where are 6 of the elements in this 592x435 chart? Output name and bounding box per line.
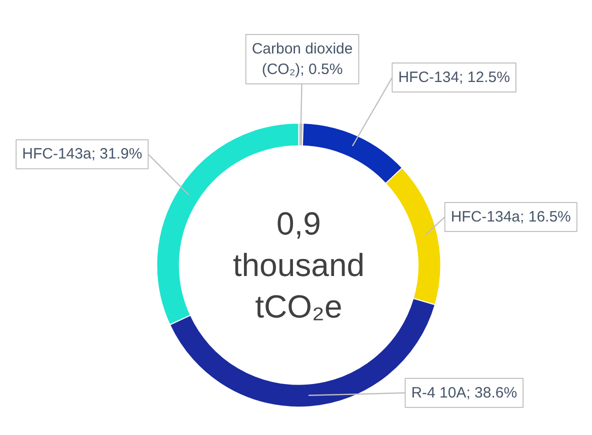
slice-label: R-4 10A; 38.6% — [411, 384, 518, 402]
slice-label: HFC-134a; 16.5% — [450, 208, 571, 226]
slice-label: HFC-134; 12.5% — [398, 68, 510, 86]
slice-label: HFC-143a; 31.9% — [22, 146, 142, 163]
text: 0,9 thousand tCO₂e — [232, 206, 365, 324]
slice-label: Carbon dioxide (CO₂); 0.5% — [252, 40, 353, 78]
